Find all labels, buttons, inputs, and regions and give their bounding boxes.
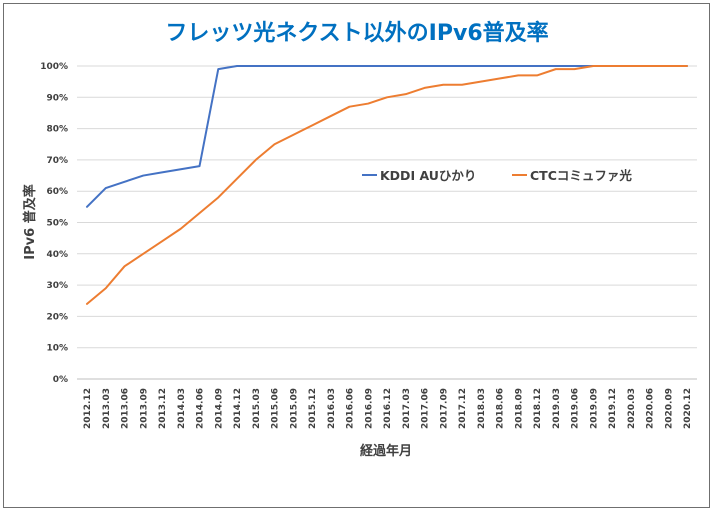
series-line-0 (86, 65, 688, 208)
x-tick-label: 2017.12 (458, 388, 468, 429)
x-tick-label: 2014.09 (214, 388, 224, 429)
x-axis-title: 経過年月 (360, 443, 412, 459)
x-tick-label: 2015.12 (308, 388, 318, 429)
series-lines (86, 65, 688, 305)
y-tick-label: 10% (46, 344, 68, 354)
x-tick-label: 2014.06 (196, 388, 206, 429)
x-tick-label: 2016.03 (327, 388, 337, 429)
y-tick-label: 50% (46, 219, 68, 229)
x-tick-label: 2016.12 (383, 388, 393, 429)
legend: KDDI AUひかり CTCコミュファ光 (362, 168, 632, 183)
x-tick-label: 2017.09 (439, 388, 449, 429)
y-tick-label: 30% (46, 281, 68, 291)
legend-label: KDDI AUひかり (380, 168, 476, 183)
x-tick-label: 2016.06 (346, 388, 356, 429)
y-tick-label: 100% (40, 62, 68, 72)
y-tick-label: 20% (46, 312, 68, 322)
x-tick-label: 2015.09 (289, 388, 299, 429)
y-tick-labels: 0% 10% 20% 30% 40% 50% 60% 70% 80% 90% 100% (40, 62, 68, 385)
x-tick-label: 2013.06 (121, 388, 131, 429)
x-tick-label: 2013.12 (158, 388, 168, 429)
x-tick-label: 2013.03 (102, 388, 112, 429)
y-tick-label: 70% (46, 156, 68, 166)
x-tick-label: 2013.09 (139, 388, 149, 429)
x-tick-label: 2020.06 (646, 388, 656, 429)
x-tick-label: 2018.03 (477, 388, 487, 429)
y-axis-title: IPv6 普及率 (22, 184, 38, 259)
x-tick-labels: 2012.12 2013.03 2013.06 2013.09 2013.12 2014.… (83, 388, 693, 429)
y-tick-label: 0% (53, 375, 68, 385)
x-tick-label: 2018.06 (496, 388, 506, 429)
legend-label: CTCコミュファ光 (530, 168, 632, 183)
x-tick-label: 2020.09 (664, 388, 674, 429)
chart-frame (3, 3, 710, 508)
y-tick-label: 90% (46, 93, 68, 103)
chart-title: フレッツ光ネクスト以外のIPv6普及率 (165, 20, 548, 46)
x-tick-label: 2019.03 (552, 388, 562, 429)
x-tick-label: 2020.12 (683, 388, 693, 429)
x-tick-label: 2019.09 (589, 388, 599, 429)
x-tick-label: 2019.06 (571, 388, 581, 429)
x-tick-label: 2019.12 (608, 388, 618, 429)
x-tick-label: 2018.09 (514, 388, 524, 429)
y-tick-label: 60% (46, 187, 68, 197)
x-tick-label: 2015.06 (271, 388, 281, 429)
x-tick-label: 2015.03 (252, 388, 262, 429)
gridlines (77, 65, 697, 380)
x-tick-label: 2017.06 (421, 388, 431, 429)
x-tick-label: 2014.03 (177, 388, 187, 429)
x-tick-label: 2016.09 (364, 388, 374, 429)
y-tick-label: 40% (46, 250, 68, 260)
x-tick-label: 2018.12 (533, 388, 543, 429)
x-tick-label: 2020.03 (627, 388, 637, 429)
x-tick-label: 2017.03 (402, 388, 412, 429)
x-tick-label: 2012.12 (83, 388, 93, 429)
series-line-1 (86, 65, 688, 305)
x-tick-label: 2014.12 (233, 388, 243, 429)
y-tick-label: 80% (46, 125, 68, 135)
